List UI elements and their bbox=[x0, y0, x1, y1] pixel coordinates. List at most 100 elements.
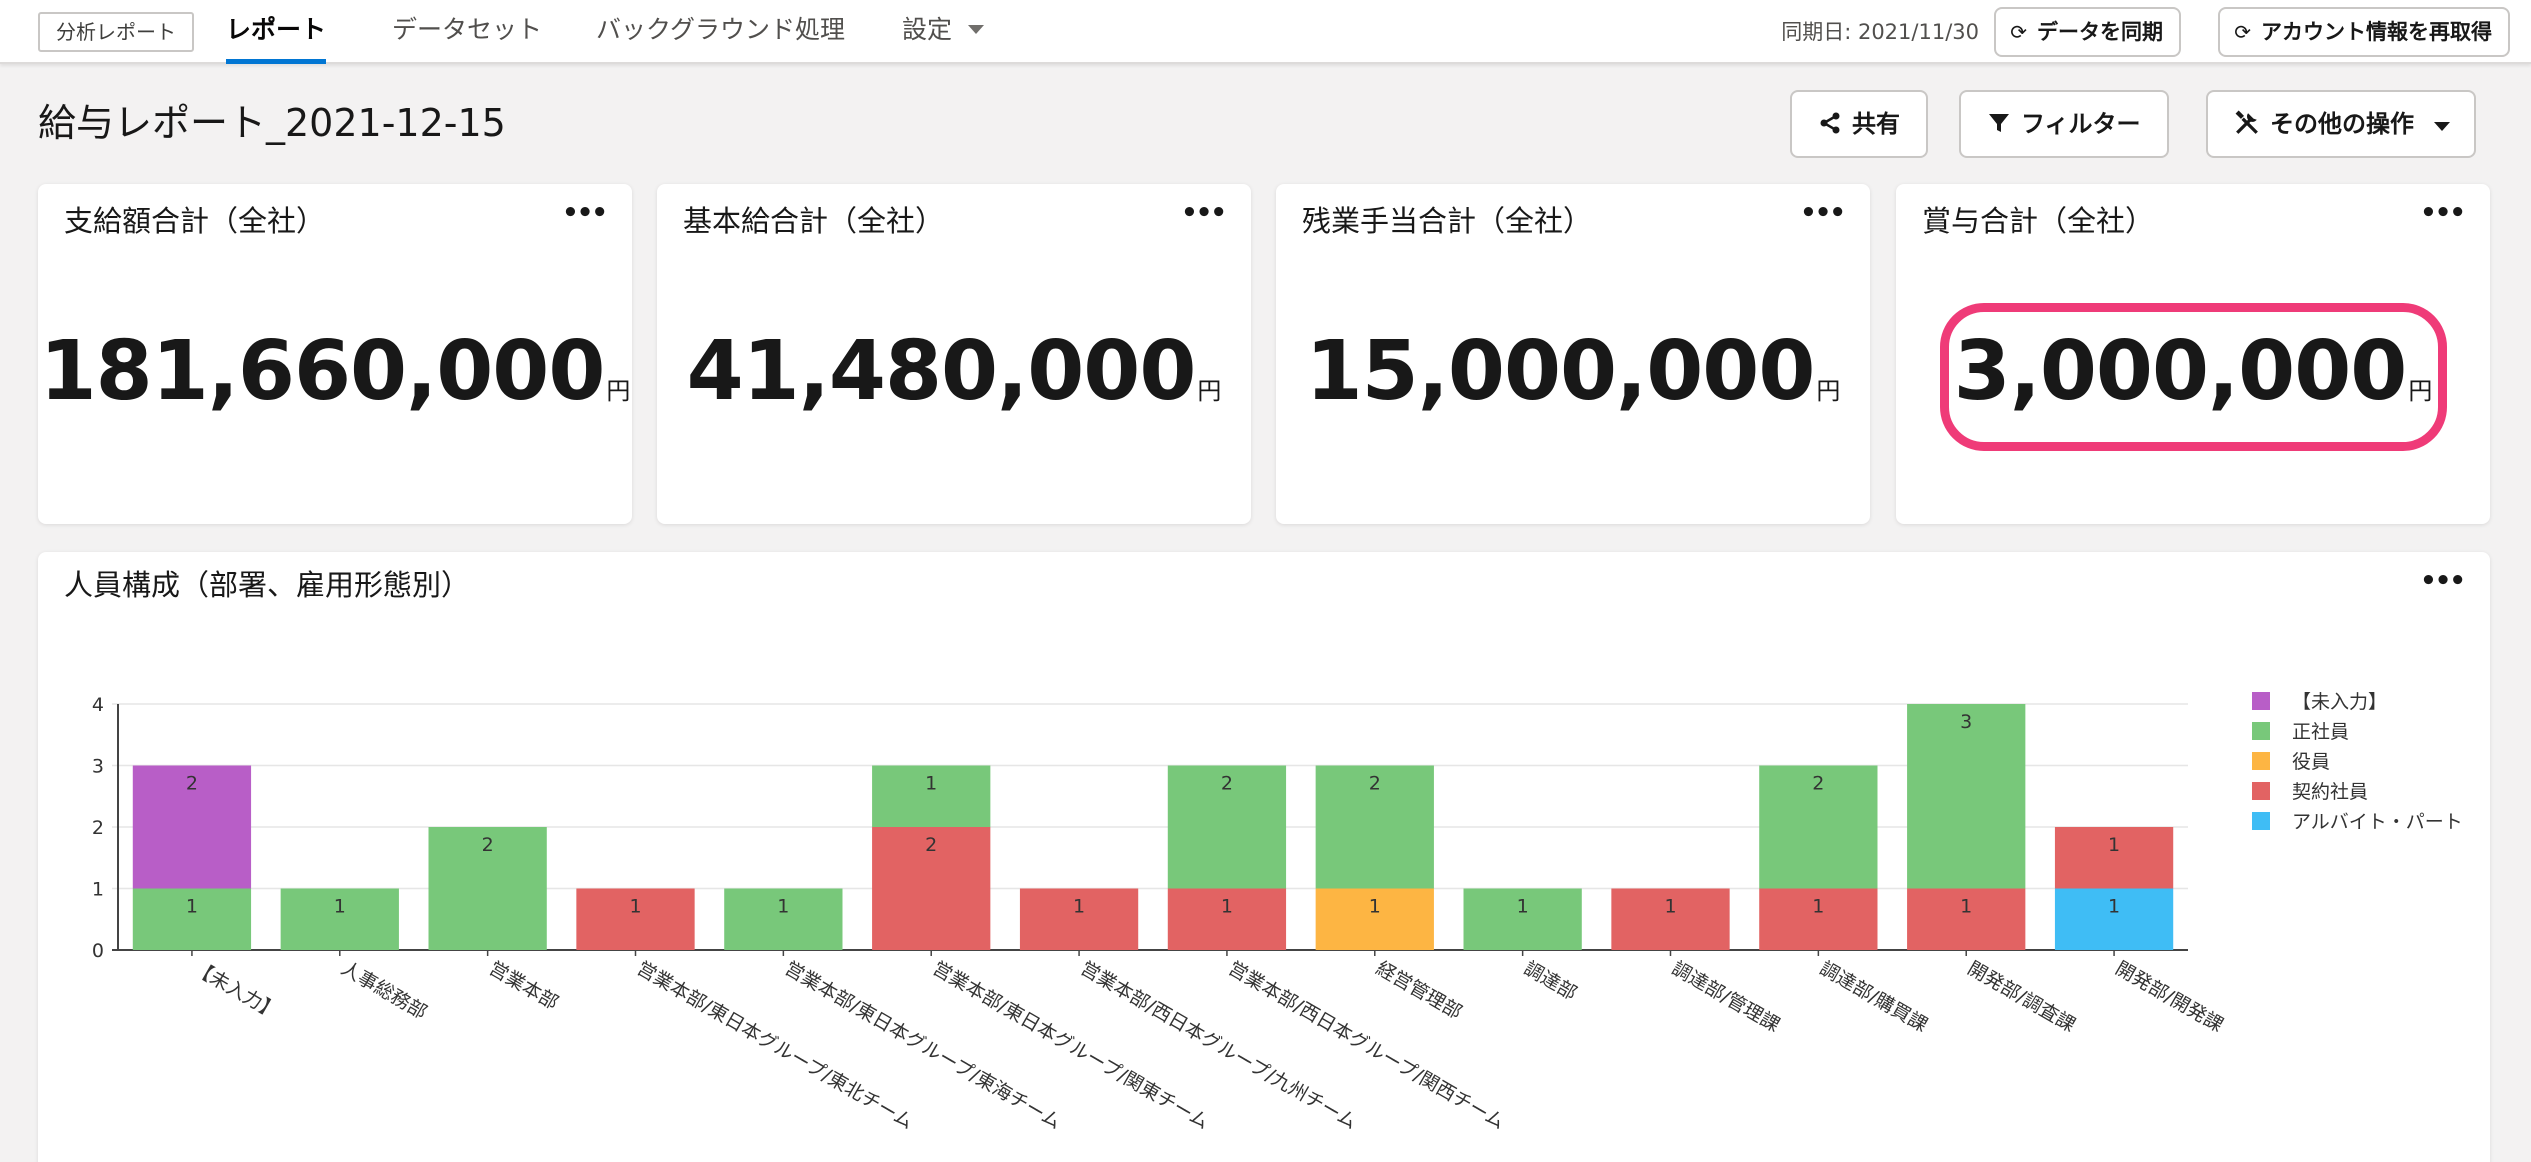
tab-background-jobs[interactable]: バックグラウンド処理 bbox=[596, 15, 846, 44]
bar-segment bbox=[2054, 888, 2174, 950]
kpi-value-block: 181,660,000円 bbox=[38, 324, 632, 419]
y-tick-label: 0 bbox=[92, 940, 104, 962]
chevron-down-icon bbox=[2434, 122, 2450, 131]
x-tick-label: 営業本部 bbox=[485, 957, 562, 1014]
bar-segment bbox=[1167, 765, 1287, 889]
x-tick-label: 営業本部/東日本グループ/東海チーム bbox=[781, 957, 1065, 1134]
bar-data-label: 1 bbox=[1664, 896, 1676, 918]
chevron-down-icon bbox=[968, 24, 985, 34]
bar-segment bbox=[1907, 704, 2026, 889]
kpi-value: 3,000,000 bbox=[1953, 324, 2408, 419]
tab-settings[interactable]: 設定 bbox=[902, 0, 985, 64]
y-tick-label: 3 bbox=[92, 756, 104, 778]
more-options-icon[interactable]: ••• bbox=[1181, 198, 1227, 228]
bar-data-label: 1 bbox=[1073, 896, 1085, 918]
share-label: 共有 bbox=[1852, 110, 1900, 138]
refresh-icon: ⟳ bbox=[2010, 20, 2027, 44]
bar-data-label: 1 bbox=[1960, 896, 1972, 918]
filter-icon bbox=[1989, 114, 2009, 132]
kpi-unit: 円 bbox=[606, 377, 631, 405]
highlight-annotation bbox=[1940, 303, 2447, 451]
legend-label: 正社員 bbox=[2292, 721, 2349, 743]
bar-segment bbox=[1759, 888, 1878, 950]
bar-segment bbox=[428, 827, 547, 950]
x-tick-label: 調達部/管理課 bbox=[1668, 957, 1783, 1036]
tab-report[interactable]: レポート bbox=[226, 0, 327, 64]
kpi-value: 41,480,000 bbox=[686, 324, 1197, 419]
more-options-icon[interactable]: ••• bbox=[2420, 198, 2466, 228]
kpi-value-block: 41,480,000円 bbox=[657, 324, 1251, 419]
bar-segment bbox=[1315, 765, 1434, 889]
bar-data-label: 1 bbox=[1221, 896, 1233, 918]
y-tick-label: 1 bbox=[92, 879, 104, 901]
bar-data-label: 2 bbox=[925, 834, 937, 856]
y-tick-label: 2 bbox=[92, 817, 104, 839]
other-actions-button[interactable]: その他の操作 bbox=[2206, 90, 2476, 158]
bar-segment bbox=[1315, 888, 1434, 950]
more-options-icon[interactable]: ••• bbox=[1800, 198, 1846, 228]
bar-segment bbox=[1611, 888, 1730, 950]
tab-dataset[interactable]: データセット bbox=[392, 15, 543, 44]
bar-data-label: 1 bbox=[334, 896, 346, 918]
kpi-value-block: 3,000,000円 bbox=[1896, 324, 2490, 419]
bar-segment bbox=[1463, 888, 1582, 950]
bar-data-label: 1 bbox=[629, 896, 641, 918]
bar-data-label: 2 bbox=[186, 773, 198, 795]
kpi-unit: 円 bbox=[1816, 377, 1841, 405]
bar-data-label: 3 bbox=[1960, 711, 1972, 733]
bar-data-label: 1 bbox=[1517, 896, 1529, 918]
share-button[interactable]: 共有 bbox=[1790, 90, 1928, 158]
other-actions-label: その他の操作 bbox=[2270, 110, 2414, 138]
app-badge: 分析レポート bbox=[38, 12, 194, 52]
bar-data-label: 1 bbox=[777, 896, 789, 918]
bar-data-label: 1 bbox=[1369, 896, 1381, 918]
legend-label: アルバイト・パート bbox=[2292, 811, 2463, 833]
top-nav: 分析レポート レポート データセット バックグラウンド処理 設定 同期日: 20… bbox=[0, 0, 2531, 64]
y-tick-label: 4 bbox=[92, 694, 104, 716]
legend-label: 役員 bbox=[2292, 751, 2330, 773]
x-tick-label: 営業本部/西日本グループ/九州チーム bbox=[1077, 957, 1361, 1134]
bar-segment bbox=[1019, 888, 1139, 950]
bar-data-label: 1 bbox=[1812, 896, 1824, 918]
x-tick-label: 開発部/調査課 bbox=[1964, 957, 2079, 1036]
legend-swatch bbox=[2252, 722, 2270, 740]
bar-segment bbox=[576, 888, 695, 950]
kpi-card-base-salary: 基本給合計（全社） ••• 41,480,000円 bbox=[657, 184, 1251, 524]
kpi-title: 支給額合計（全社） bbox=[64, 204, 326, 238]
kpi-value: 15,000,000 bbox=[1305, 324, 1816, 419]
chart-card-headcount: 人員構成（部署、雇用形態別） ••• 0 1 2 3 4 1 2 1 2 1 1 2 1 1 1 2 1 2 1 1… bbox=[38, 552, 2490, 1162]
kpi-card-bonus: 賞与合計（全社） ••• 3,000,000円 bbox=[1896, 184, 2490, 524]
legend-swatch bbox=[2252, 782, 2270, 800]
legend-swatch bbox=[2252, 812, 2270, 830]
bar-data-label: 1 bbox=[2108, 896, 2120, 918]
tab-settings-label: 設定 bbox=[902, 15, 953, 44]
bar-data-label: 1 bbox=[925, 773, 937, 795]
bar-segment bbox=[132, 888, 252, 950]
more-options-icon[interactable]: ••• bbox=[562, 198, 608, 228]
kpi-unit: 円 bbox=[2408, 377, 2433, 405]
filter-label: フィルター bbox=[2021, 110, 2141, 138]
kpi-card-overtime: 残業手当合計（全社） ••• 15,000,000円 bbox=[1276, 184, 1870, 524]
sync-data-button[interactable]: ⟳ データを同期 bbox=[1994, 7, 2181, 57]
kpi-value-block: 15,000,000円 bbox=[1276, 324, 1870, 419]
kpi-unit: 円 bbox=[1197, 377, 1222, 405]
bar-data-label: 1 bbox=[186, 896, 198, 918]
kpi-title: 残業手当合計（全社） bbox=[1302, 204, 1593, 238]
chart-title: 人員構成（部署、雇用形態別） bbox=[64, 568, 471, 602]
legend-label: 【未入力】 bbox=[2292, 691, 2387, 713]
bar-segment bbox=[1167, 888, 1287, 950]
refetch-account-label: アカウント情報を再取得 bbox=[2261, 20, 2492, 44]
legend-swatch bbox=[2252, 692, 2270, 710]
bar-segment bbox=[872, 827, 991, 950]
kpi-card-total-pay: 支給額合計（全社） ••• 181,660,000円 bbox=[38, 184, 632, 524]
kpi-title: 基本給合計（全社） bbox=[683, 204, 945, 238]
bar-data-label: 2 bbox=[1812, 773, 1824, 795]
kpi-value: 181,660,000 bbox=[39, 324, 606, 419]
share-icon bbox=[1820, 112, 1840, 134]
refetch-account-button[interactable]: ⟳ アカウント情報を再取得 bbox=[2218, 7, 2510, 57]
kpi-title: 賞与合計（全社） bbox=[1922, 204, 2155, 238]
filter-button[interactable]: フィルター bbox=[1959, 90, 2169, 158]
more-options-icon[interactable]: ••• bbox=[2420, 566, 2466, 596]
x-tick-label: 開発部/開発課 bbox=[2112, 957, 2227, 1036]
